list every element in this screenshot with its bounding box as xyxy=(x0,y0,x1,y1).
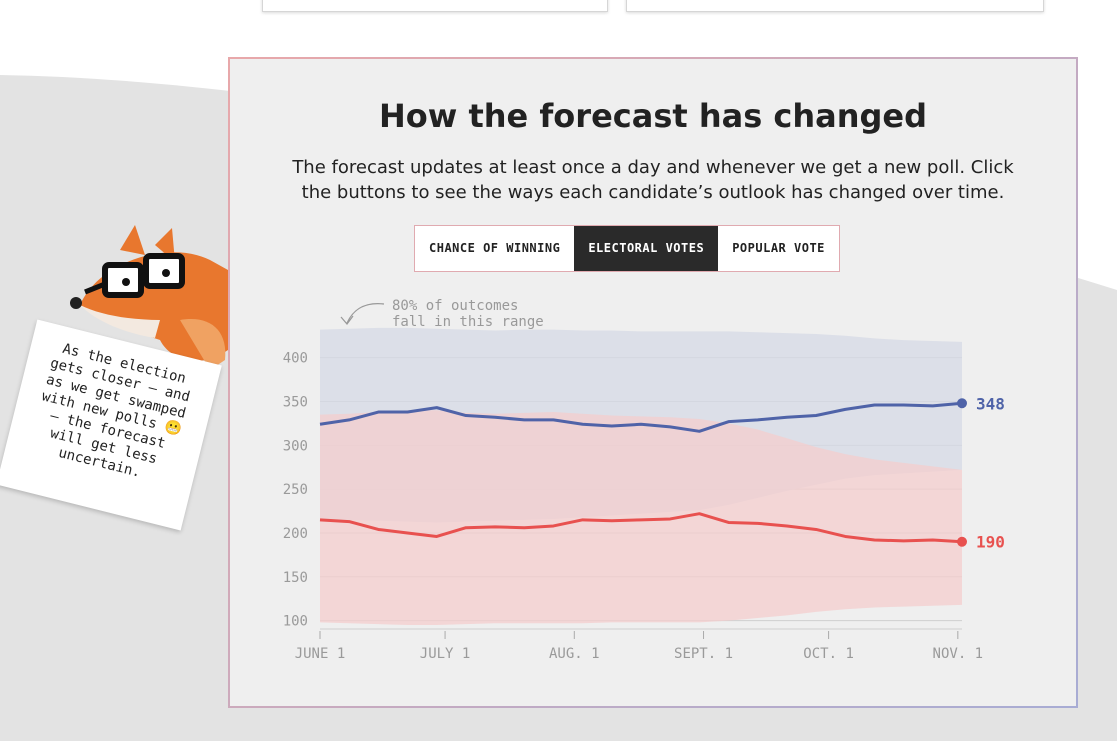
y-tick-label: 300 xyxy=(283,438,308,454)
end-label: 348 xyxy=(976,394,1005,413)
x-tick-label: OCT. 1 xyxy=(803,646,854,662)
end-dot xyxy=(957,398,967,408)
x-tick-label: NOV. 1 xyxy=(933,646,984,662)
annotation-arrow xyxy=(341,304,384,324)
page: {"header": {"title": "How the forecast h… xyxy=(0,0,1117,741)
end-label: 190 xyxy=(976,533,1005,552)
annotation: 80% of outcomes xyxy=(392,298,518,314)
annotation: fall in this range xyxy=(392,314,544,330)
y-tick-label: 400 xyxy=(283,351,308,367)
y-tick-label: 250 xyxy=(283,482,308,498)
x-tick-label: JUNE 1 xyxy=(295,646,346,662)
x-tick-label: JULY 1 xyxy=(420,646,471,662)
y-tick-label: 100 xyxy=(283,614,308,630)
x-tick-label: AUG. 1 xyxy=(549,646,600,662)
x-tick-label: SEPT. 1 xyxy=(674,646,733,662)
y-tick-label: 350 xyxy=(283,395,308,411)
end-dot xyxy=(957,537,967,547)
y-tick-label: 200 xyxy=(283,526,308,542)
y-tick-label: 150 xyxy=(283,570,308,586)
bands xyxy=(320,328,962,625)
